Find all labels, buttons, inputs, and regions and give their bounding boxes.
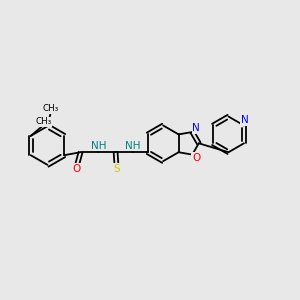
Text: N: N [241,115,248,125]
Text: O: O [73,164,81,174]
Text: S: S [113,164,120,174]
Text: CH₃: CH₃ [35,117,52,126]
Text: O: O [192,153,200,163]
Text: NH: NH [125,141,141,151]
Text: CH₃: CH₃ [43,104,59,113]
Text: N: N [192,124,200,134]
Text: NH: NH [91,141,106,151]
